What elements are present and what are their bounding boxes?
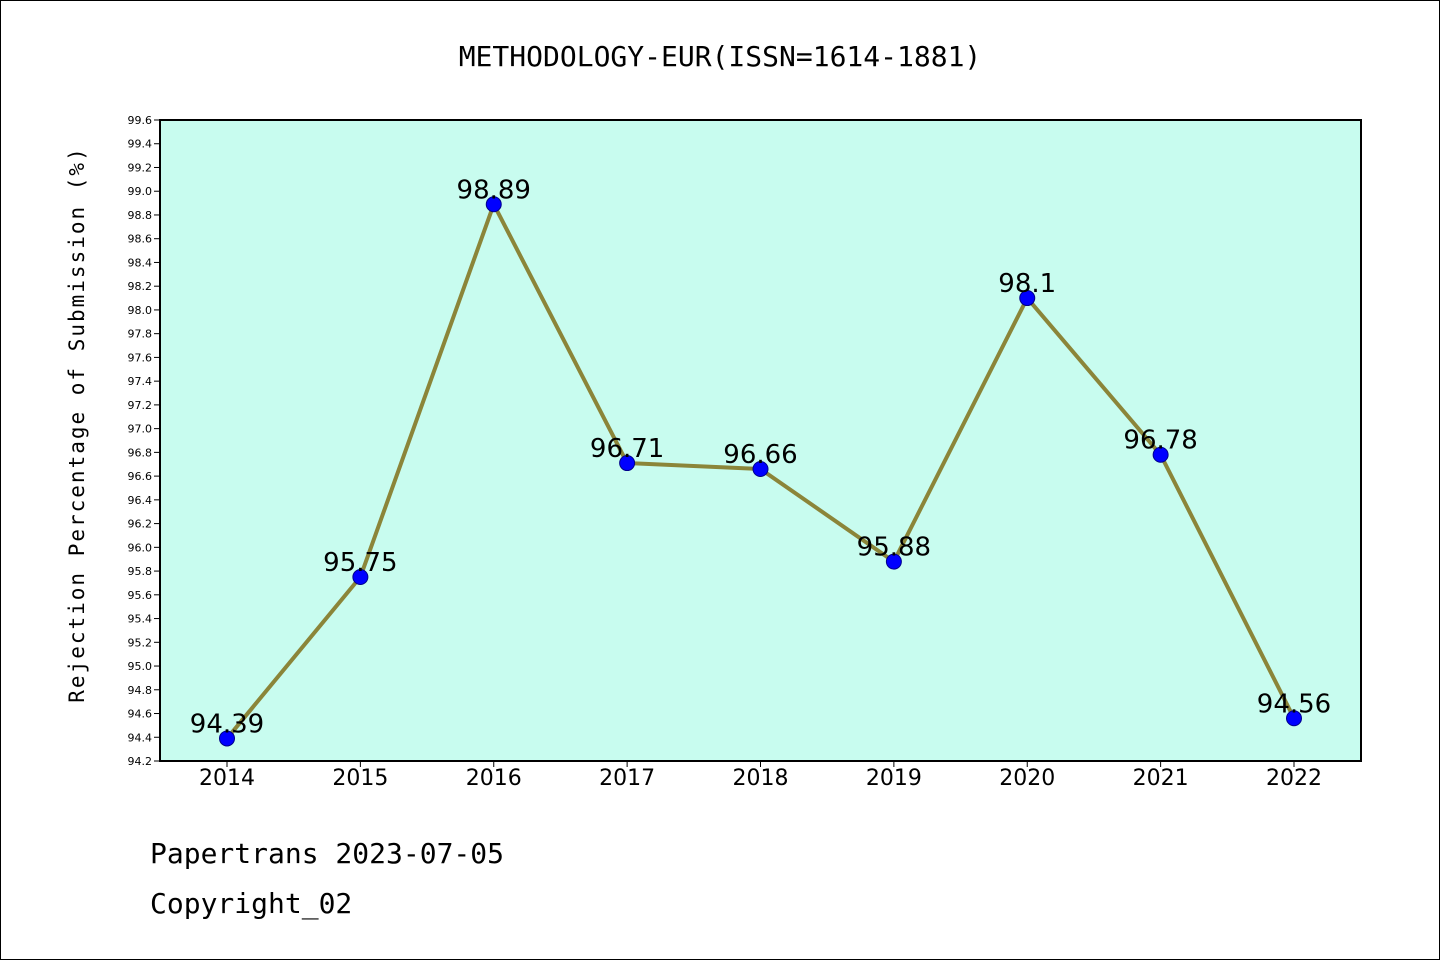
y-tick-label: 95.8: [128, 565, 153, 578]
data-point: [619, 455, 636, 472]
y-tick-label: 97.8: [128, 328, 153, 341]
y-tick-label: 96.0: [128, 541, 153, 554]
y-tick-label: 98.2: [128, 280, 153, 293]
x-tick-label: 2017: [599, 766, 655, 791]
y-tick-label: 97.0: [128, 423, 153, 436]
data-label: 98.89: [457, 175, 531, 205]
y-tick-label: 96.6: [128, 470, 153, 483]
data-label: 96.66: [723, 440, 797, 470]
data-label: 96.71: [590, 434, 664, 464]
y-tick-label: 94.2: [128, 755, 153, 768]
y-tick-label: 97.2: [128, 399, 153, 412]
y-tick-label: 96.2: [128, 518, 153, 531]
plot-area: [159, 119, 1362, 762]
data-label: 96.78: [1123, 426, 1197, 456]
y-tick-label: 97.6: [128, 351, 153, 364]
data-point: [885, 553, 902, 570]
x-tick-label: 2015: [332, 766, 388, 791]
data-point: [1286, 710, 1302, 727]
y-tick-label: 94.8: [128, 684, 153, 697]
x-tick-label: 2021: [1133, 766, 1189, 791]
y-tick-label: 96.4: [128, 494, 153, 507]
data-point: [219, 730, 235, 747]
x-tick-label: 2014: [199, 766, 255, 791]
chart-title: METHODOLOGY-EUR(ISSN=1614-1881): [459, 40, 982, 73]
y-tick-label: 99.0: [128, 185, 153, 198]
data-label: 98.1: [998, 269, 1056, 299]
y-tick-label: 98.6: [128, 233, 153, 246]
data-point: [752, 460, 769, 477]
y-tick-label: 95.0: [128, 660, 153, 673]
data-label: 94.56: [1257, 689, 1331, 719]
y-tick-label: 99.2: [128, 161, 153, 174]
data-label: 95.88: [857, 533, 931, 563]
x-tick-label: 2019: [866, 766, 922, 791]
footer-papertrans: Papertrans 2023-07-05: [150, 837, 504, 870]
y-tick-label: 98.0: [128, 304, 153, 317]
y-tick-label: 94.6: [128, 708, 153, 721]
data-point: [1019, 290, 1036, 307]
y-tick-label: 99.6: [128, 114, 153, 127]
y-tick-label: 98.4: [128, 256, 153, 269]
data-label: 94.39: [190, 709, 264, 739]
data-point: [1152, 446, 1169, 463]
y-tick-label: 97.4: [128, 375, 153, 388]
x-tick-label: 2020: [999, 766, 1055, 791]
y-tick-label: 99.4: [128, 138, 153, 151]
y-axis-label: Rejection Percentage of Submission (%): [65, 146, 89, 702]
data-label: 95.75: [323, 548, 397, 578]
x-axis: 2014 2015 2016 2017 2018 2019 2020 2021 2022: [199, 761, 1322, 791]
data-labels: 94.39 95.75 98.89 96.71 96.66 95.88 98.1 96.78 9…: [190, 175, 1331, 739]
footer-copyright: Copyright_02: [150, 887, 352, 921]
data-point: [352, 569, 369, 586]
x-tick-label: 2022: [1266, 766, 1322, 791]
x-tick-label: 2018: [733, 766, 789, 791]
y-tick-label: 94.4: [128, 731, 153, 744]
x-tick-label: 2016: [466, 766, 522, 791]
y-tick-label: 95.6: [128, 589, 153, 602]
data-point: [485, 196, 502, 213]
y-tick-label: 96.8: [128, 446, 153, 459]
series-rejection: [219, 196, 1302, 747]
y-tick-label: 98.8: [128, 209, 153, 222]
y-axis: 94.2 94.4 94.6 94.8 95.0 95.2 95.4 95.6 95.8 96.0…: [128, 114, 160, 768]
y-tick-label: 95.4: [128, 613, 153, 626]
y-tick-label: 95.2: [128, 636, 153, 649]
